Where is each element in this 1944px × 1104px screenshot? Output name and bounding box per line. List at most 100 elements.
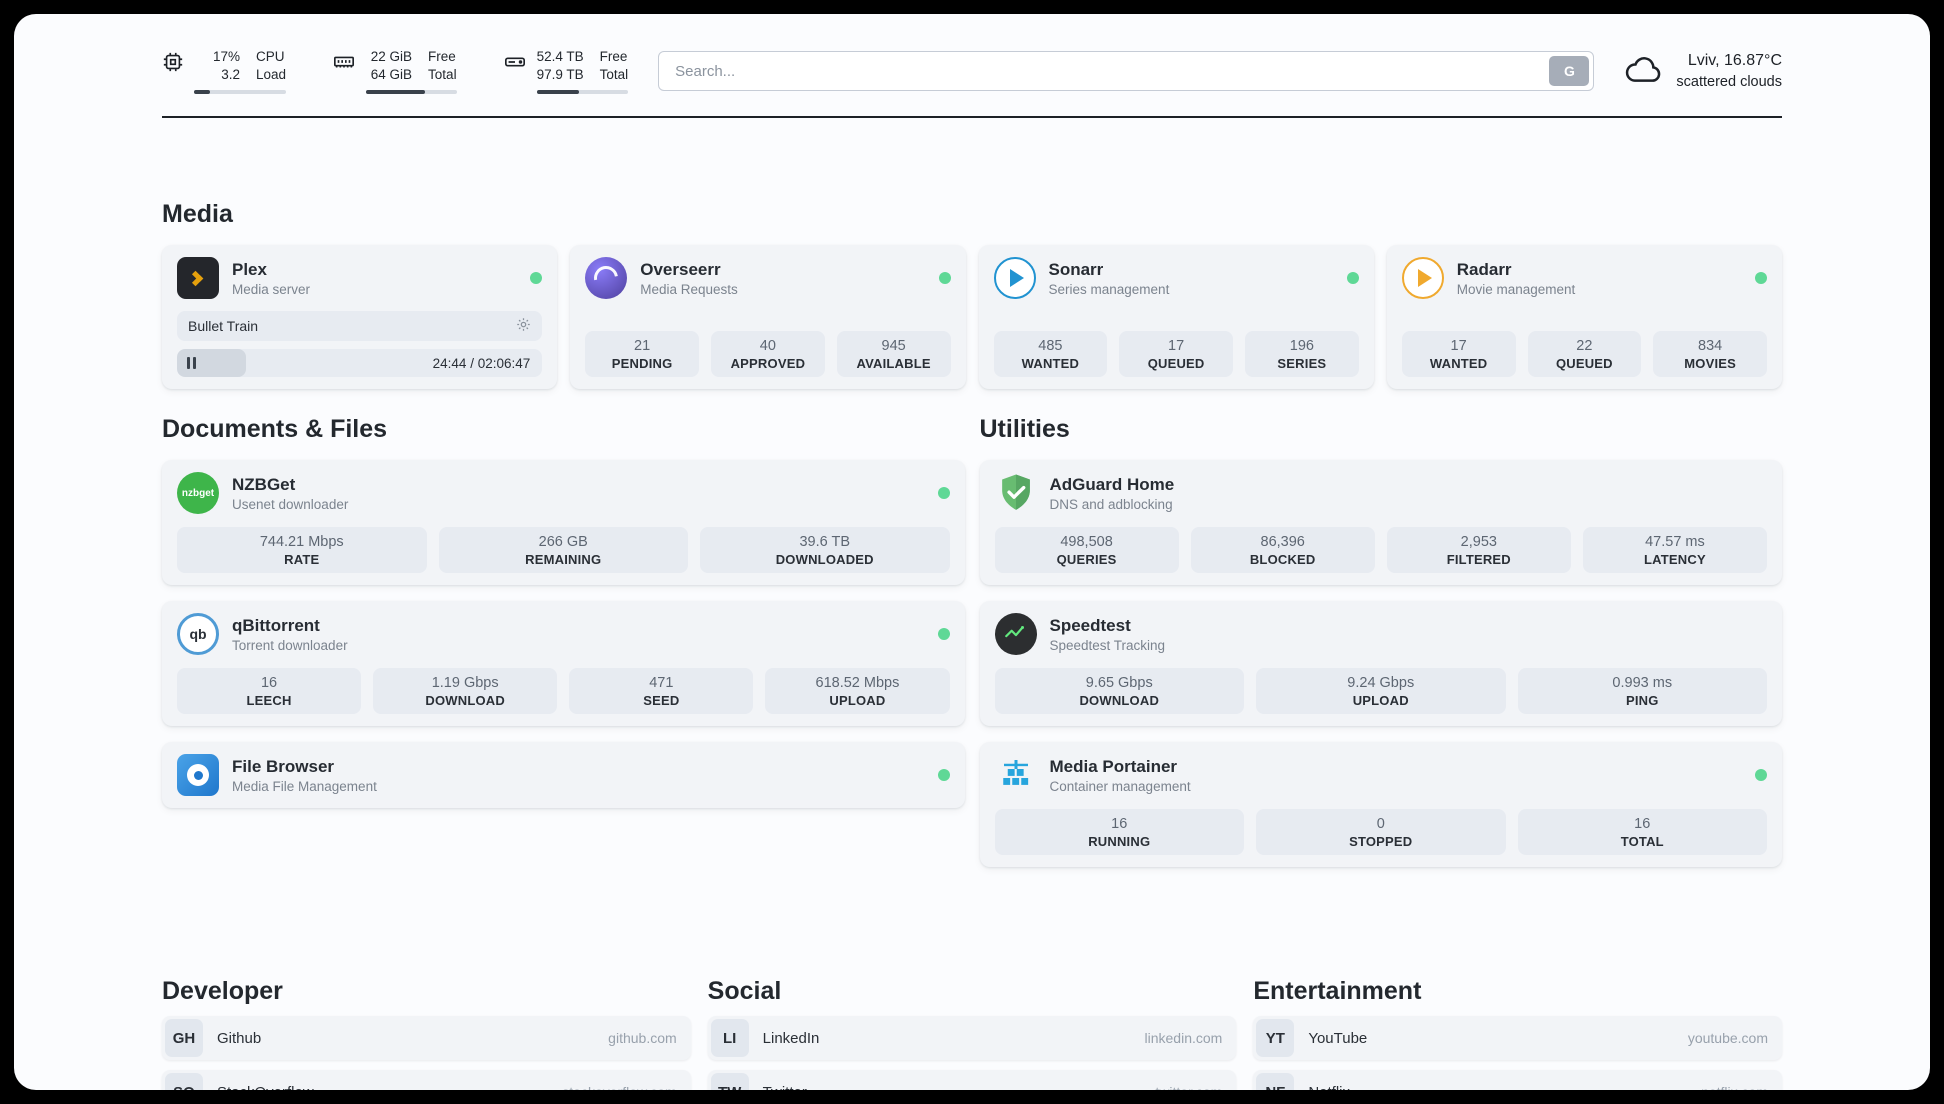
stat-remaining: 266 GB REMAINING (438, 527, 688, 574)
service-subtitle: Torrent downloader (232, 637, 348, 653)
bookmark-twitter[interactable]: TW Twitter twitter.com (707, 1070, 1237, 1090)
stackoverflow-icon: SO (165, 1073, 203, 1090)
linkedin-icon: LI (710, 1019, 749, 1058)
disk-total-label: Total (599, 67, 629, 83)
status-dot (937, 487, 950, 500)
cpu-label: CPU (256, 49, 285, 64)
disk-icon (503, 51, 527, 73)
bookmark-netflix[interactable]: NF Netflix netflix.com (1253, 1070, 1782, 1090)
section-title-media: Media (162, 200, 233, 229)
service-subtitle: Media File Management (232, 778, 377, 794)
nzbget-icon: nzbget (177, 472, 219, 515)
stat-seed: 471 SEED (569, 668, 754, 715)
stat-queries: 498,508 QUERIES (994, 527, 1179, 574)
stat-filtered: 2,953 FILTERED (1386, 527, 1571, 574)
service-title: Plex (232, 259, 267, 279)
memory-monitor: 22 GiB 64 GiB Free Total (332, 48, 457, 95)
search-provider-button[interactable]: G (1549, 56, 1590, 87)
stat-pending: 21 PENDING (585, 331, 699, 378)
cpu-load-value: 3.2 (221, 67, 240, 83)
bookmark-github[interactable]: GH Github github.com (162, 1016, 691, 1061)
status-dot (937, 769, 950, 782)
header-divider (162, 116, 1782, 119)
playback-time: 24:44 / 02:06:47 (432, 355, 531, 371)
service-subtitle: Container management (1049, 778, 1191, 794)
service-subtitle: Series management (1048, 281, 1170, 297)
cloud-icon (1624, 52, 1664, 91)
section-title-social: Social (707, 977, 782, 1006)
disk-total-value: 97.9 TB (536, 67, 584, 83)
pause-icon[interactable] (187, 357, 196, 370)
status-dot (937, 628, 950, 641)
now-playing: Bullet Train (177, 311, 543, 342)
service-title: Speedtest (1049, 615, 1131, 635)
service-subtitle: DNS and adblocking (1049, 496, 1173, 512)
service-subtitle: Speedtest Tracking (1049, 637, 1166, 653)
stat-wanted: 17 WANTED (1401, 331, 1516, 378)
memory-usage-bar (366, 90, 457, 95)
service-card-portainer[interactable]: Media Portainer Container management 16 R… (979, 742, 1782, 868)
status-dot (1346, 272, 1359, 285)
service-card-sonarr[interactable]: Sonarr Series management 485 WANTED 17 QUE… (978, 245, 1374, 390)
stat-upload: 9.24 Gbps UPLOAD (1256, 668, 1506, 715)
weather-widget[interactable]: Lviv, 16.87°C scattered clouds (1624, 50, 1782, 93)
disk-free-value: 52.4 TB (536, 49, 584, 64)
memory-free-label: Free (428, 49, 456, 64)
service-title: File Browser (232, 756, 335, 776)
disk-monitor: 52.4 TB 97.9 TB Free Total (503, 48, 629, 95)
stat-movies: 834 MOVIES (1653, 331, 1767, 378)
service-title: NZBGet (232, 474, 296, 494)
weather-location: Lviv, 16.87°C (1687, 51, 1782, 69)
top-bar: 17% 3.2 CPU Load (162, 48, 1782, 95)
section-title-utilities: Utilities (979, 415, 1070, 444)
adguard-shield-icon (995, 472, 1037, 514)
stat-ping: 0.993 ms PING (1517, 668, 1767, 715)
service-title: Overseerr (640, 259, 721, 279)
stat-latency: 47.57 ms LATENCY (1582, 527, 1767, 574)
section-title-developer: Developer (162, 977, 283, 1006)
overseerr-icon (585, 257, 628, 300)
service-card-overseerr[interactable]: Overseerr Media Requests 21 PENDING 40 APP… (570, 245, 966, 390)
stat-total: 16 TOTAL (1517, 809, 1767, 856)
service-card-nzbget[interactable]: nzbget NZBGet Usenet downloader 744.21 M… (162, 460, 965, 586)
stat-queued: 22 QUEUED (1527, 331, 1642, 378)
status-dot (1755, 272, 1767, 285)
now-playing-title: Bullet Train (188, 318, 259, 335)
gear-icon[interactable] (516, 317, 531, 335)
bookmark-youtube[interactable]: YT YouTube youtube.com (1253, 1016, 1782, 1061)
memory-total-value: 64 GiB (370, 67, 413, 83)
qbittorrent-icon: qb (177, 613, 219, 656)
service-title: Radarr (1456, 259, 1512, 279)
service-card-filebrowser[interactable]: File Browser Media File Management (162, 742, 965, 809)
netflix-icon: NF (1256, 1073, 1295, 1090)
sonarr-icon (993, 257, 1036, 300)
service-subtitle: Media Requests (640, 281, 738, 297)
search-input[interactable] (658, 51, 1595, 92)
cpu-icon (162, 51, 184, 73)
service-card-speedtest[interactable]: Speedtest Speedtest Tracking 9.65 Gbps DO… (979, 601, 1782, 727)
service-card-plex[interactable]: Plex Media server Bullet Train (162, 245, 558, 390)
twitter-icon: TW (710, 1073, 749, 1090)
disk-free-label: Free (599, 49, 628, 64)
stat-downloaded: 39.6 TB DOWNLOADED (700, 527, 950, 574)
stat-blocked: 86,396 BLOCKED (1190, 527, 1375, 574)
cpu-percent: 17% (212, 49, 240, 64)
stat-approved: 40 APPROVED (711, 331, 825, 378)
status-dot (530, 272, 543, 285)
stat-available: 945 AVAILABLE (836, 331, 951, 378)
disk-usage-bar (536, 90, 629, 95)
plex-icon (177, 257, 219, 300)
service-title: qBittorrent (232, 615, 320, 635)
bookmark-stackoverflow[interactable]: SO StackOverflow stackoverflow.com (162, 1070, 691, 1090)
service-card-radarr[interactable]: Radarr Movie management 17 WANTED 22 QUEUE… (1386, 245, 1782, 390)
bookmark-linkedin[interactable]: LI LinkedIn linkedin.com (707, 1016, 1237, 1061)
stat-rate: 744.21 Mbps RATE (177, 527, 427, 574)
speedtest-icon (994, 613, 1037, 656)
cpu-usage-bar (194, 90, 287, 95)
stat-download: 9.65 Gbps DOWNLOAD (994, 668, 1244, 715)
service-subtitle: Media server (232, 281, 311, 297)
stat-stopped: 0 STOPPED (1256, 809, 1506, 856)
service-card-qbittorrent[interactable]: qb qBittorrent Torrent downloader 16 LEEC… (162, 601, 965, 727)
service-card-adguard[interactable]: AdGuard Home DNS and adblocking 498,508 Q… (979, 460, 1782, 586)
stat-download: 1.19 Gbps DOWNLOAD (373, 668, 558, 715)
